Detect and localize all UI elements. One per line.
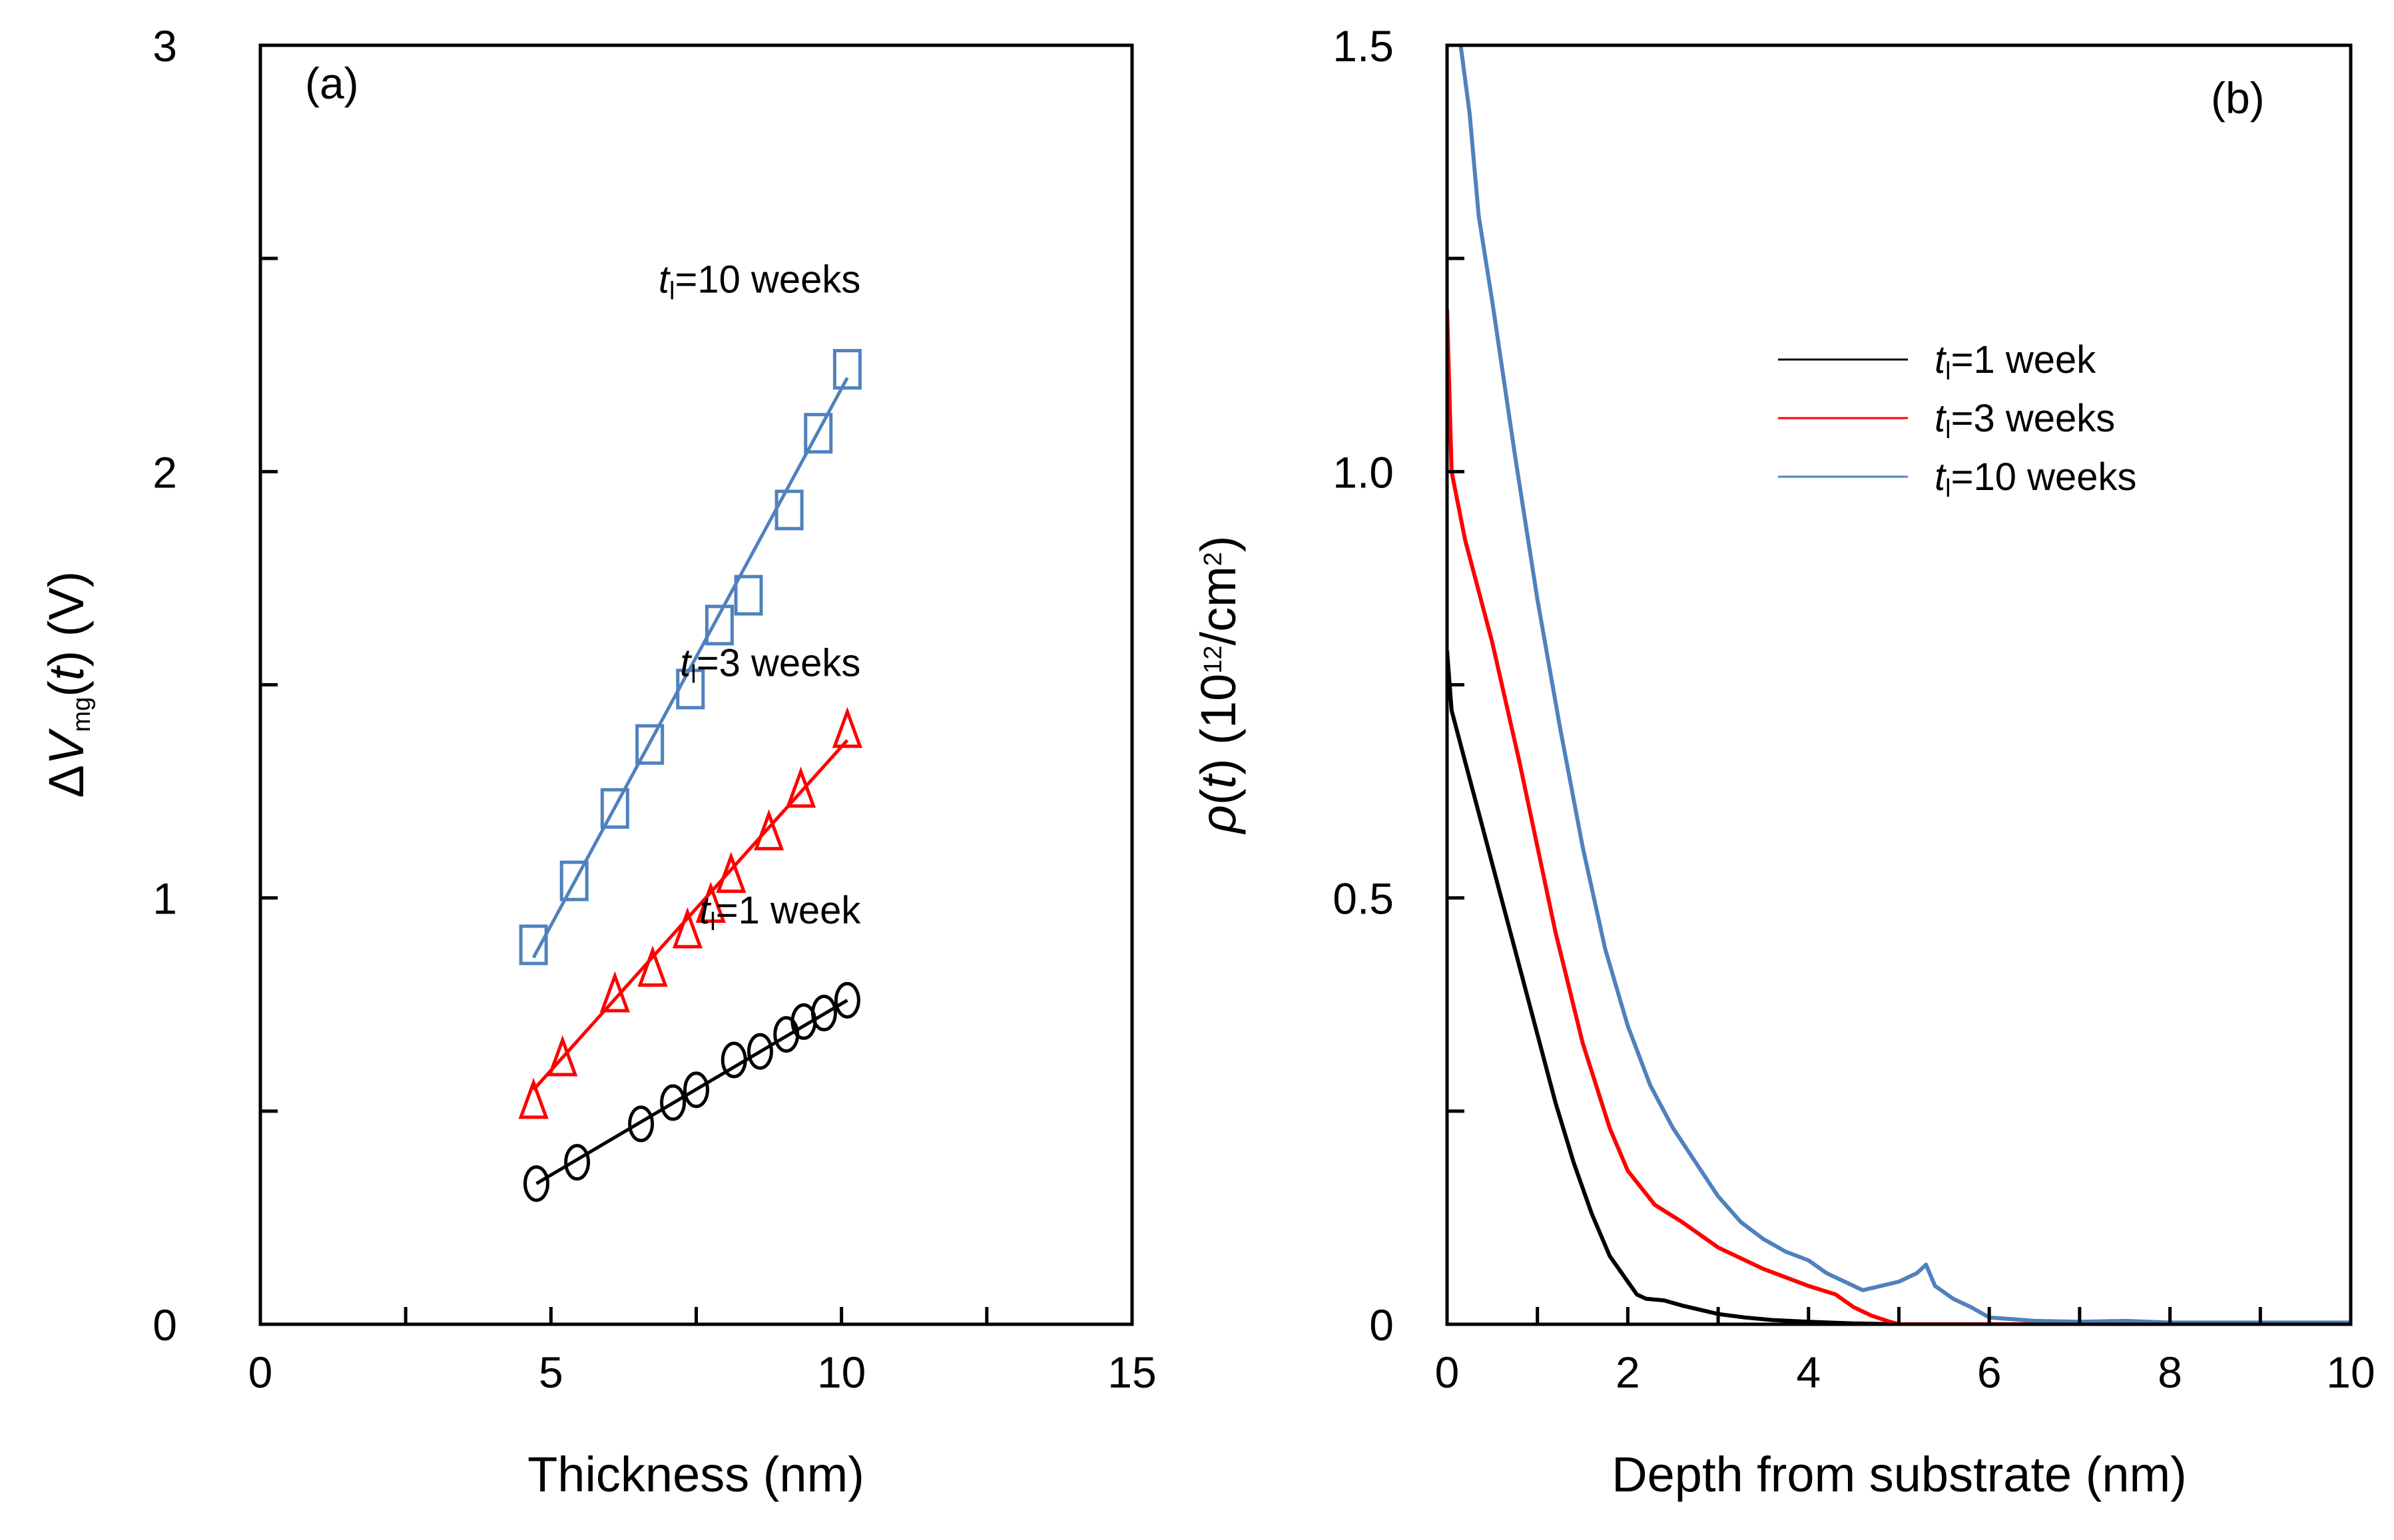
panel-b-x-tick-label: 6 <box>1977 1348 2002 1397</box>
panel-a-x-axis-title: Thickness (nm) <box>527 1447 864 1502</box>
panel-b-y-tick-label: 0 <box>1369 1300 1394 1350</box>
panel-a-circle-marker <box>628 1105 655 1143</box>
panel-b-legend-label: tl=10 weeks <box>1935 455 2136 503</box>
panel-b-y-tick-label: 0.5 <box>1333 874 1394 923</box>
panel-a-triangle-marker <box>672 907 703 949</box>
panel-a-label: (a) <box>305 59 359 108</box>
panel-b-y-tick-label: 1.5 <box>1333 21 1394 71</box>
panel-b-x-tick-label: 0 <box>1435 1348 1460 1397</box>
panel-a-x-tick-label: 10 <box>817 1348 866 1397</box>
panel-a-x-tick-label: 5 <box>539 1348 563 1397</box>
panel-a-square-marker <box>734 575 763 616</box>
panel-a-x-tick-label: 0 <box>248 1348 273 1397</box>
panel-b-x-tick-label: 10 <box>2326 1348 2375 1397</box>
panel-a-triangle-marker <box>695 882 726 923</box>
panel-a-fit-line <box>532 739 849 1091</box>
panel-a-circle-marker <box>523 1165 550 1202</box>
panel-a-fit-line <box>535 999 848 1185</box>
panel-a-series-annotation: tl=3 weeks <box>680 642 860 689</box>
panel-a-square-marker <box>676 668 705 710</box>
panel-a-square-marker <box>832 349 862 390</box>
panel-b-series-lines <box>1447 45 2351 1324</box>
panel-b-x-tick-label: 4 <box>1796 1348 1821 1397</box>
panel-a-series-annotation: tl=1 week <box>699 889 861 936</box>
panel-a-triangle-marker <box>518 1077 549 1119</box>
panel-a-series-annotation: tl=10 weeks <box>659 258 860 305</box>
panel-b-y-axis-title: ρ(t) (1012/cm2) <box>1191 535 1246 834</box>
panel-b-y-tick-label: 1.0 <box>1333 447 1394 497</box>
panel-b-ticks <box>1445 43 2353 1326</box>
panel-a-y-tick-label: 3 <box>152 21 177 71</box>
panel-b-series-line <box>1447 650 2351 1324</box>
panel-b-tick-labels: 0 2 4 6 8 10 0 0.5 1.0 1.5 <box>1333 21 2375 1397</box>
panel-a-triangle-marker <box>547 1035 578 1077</box>
panel-a-triangle-marker <box>637 945 668 987</box>
panel-a-y-tick-label: 1 <box>152 874 177 923</box>
panel-a-markers <box>518 349 862 1202</box>
panel-a-square-marker <box>600 788 629 829</box>
panel-b-legend: tl=1 week tl=3 weeks tl=10 weeks <box>1778 338 2136 503</box>
panel-a-square-marker <box>774 489 804 531</box>
panel-a-triangle-marker <box>786 766 816 808</box>
panel-a-y-axis-title: ΔVmg(t) (V) <box>39 571 96 798</box>
panel-a-circle-marker <box>564 1144 591 1181</box>
panel-b-legend-label: tl=3 weeks <box>1935 397 2115 444</box>
panel-a-circle-marker <box>834 981 860 1019</box>
panel-a-circle-marker <box>810 995 837 1032</box>
panel-a-annotations: tl=1 week tl=3 weeks tl=10 weeks <box>659 258 861 935</box>
panel-b-series-line <box>1458 45 2351 1324</box>
panel-a-circle-marker <box>683 1071 709 1109</box>
panel-a-triangle-marker <box>716 852 747 894</box>
panel-a-y-tick-label: 0 <box>152 1300 177 1350</box>
panel-b-frame <box>1445 43 2353 1326</box>
panel-a-square-marker <box>804 413 833 454</box>
panel-b-series-line <box>1447 309 2351 1324</box>
panel-b-label: (b) <box>2211 73 2265 123</box>
panel-a-y-tick-label: 2 <box>152 447 177 497</box>
panel-a-circle-marker <box>747 1033 773 1070</box>
panel-b-x-tick-label: 8 <box>2158 1348 2182 1397</box>
panel-a-triangle-marker <box>754 809 784 851</box>
panel-a-square-marker <box>519 924 548 965</box>
panel-a-circle-marker <box>660 1084 687 1121</box>
panel-a-triangle-marker <box>599 971 630 1013</box>
panel-b-x-axis-title: Depth from substrate (nm) <box>1612 1447 2187 1502</box>
panel-b-x-tick-label: 2 <box>1616 1348 1640 1397</box>
panel-a-tick-labels: 0 5 10 15 0 1 2 3 <box>152 21 1156 1397</box>
panel-a-circle-marker <box>721 1041 747 1079</box>
panel-a-x-tick-label: 15 <box>1107 1348 1156 1397</box>
panel-a-ticks <box>258 43 1134 1326</box>
panel-a-square-marker <box>635 724 665 765</box>
panel-a-square-marker <box>705 605 734 646</box>
panel-a-triangle-marker <box>832 706 862 748</box>
panel-a-chart: 0 5 10 15 0 1 2 3 tl=1 week tl=3 weeks tl=10 week… <box>39 21 1157 1502</box>
panel-b-legend-label: tl=1 week <box>1935 338 2096 385</box>
panel-a-square-marker <box>559 860 589 901</box>
